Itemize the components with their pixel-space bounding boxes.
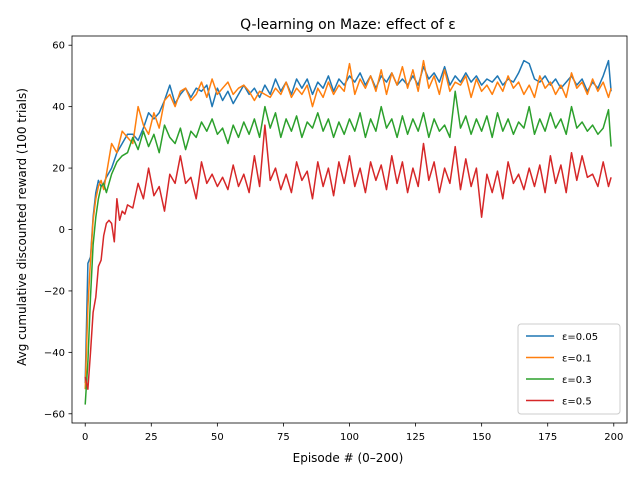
- legend-label-4: ε=0.5: [562, 397, 592, 408]
- x-tick-label: 150: [472, 432, 491, 443]
- x-tick-label: 0: [82, 432, 88, 443]
- legend-label-3: ε=0.3: [562, 375, 592, 386]
- x-tick-label: 200: [604, 432, 623, 443]
- series-line-4: [84, 124, 612, 390]
- x-tick-label: 25: [145, 432, 158, 443]
- x-tick-label: 75: [277, 432, 290, 443]
- y-tick-label: 0: [59, 225, 65, 236]
- x-tick-label: 125: [406, 432, 425, 443]
- series-line-2: [84, 59, 612, 390]
- y-tick-label: −60: [44, 409, 65, 420]
- legend-box: [517, 323, 621, 415]
- series-line-3: [84, 90, 612, 405]
- y-tick-label: −20: [44, 286, 65, 297]
- legend-label-1: ε=0.05: [562, 332, 598, 343]
- legend-label-2: ε=0.1: [562, 354, 592, 365]
- y-tick-label: 20: [52, 164, 65, 175]
- y-tick-label: 40: [52, 102, 65, 113]
- plot-area: [84, 59, 612, 405]
- y-tick-label: 60: [52, 41, 65, 52]
- x-tick-label: 50: [211, 432, 224, 443]
- x-tick-label: 175: [538, 432, 557, 443]
- legend: ε=0.05 ε=0.1 ε=0.3 ε=0.5: [517, 323, 621, 415]
- x-tick-label: 100: [340, 432, 359, 443]
- x-axis-label: Episode # (0–200): [293, 451, 404, 465]
- y-tick-label: −40: [44, 348, 65, 359]
- axes: 0 25 50 75 100 125 150 175 200 −60 −40 −20 0 20 40 60: [44, 35, 628, 443]
- chart-title: Q-learning on Maze: effect of ε: [240, 17, 456, 33]
- y-axis-label: Avg cumulative discounted reward (100 tr…: [15, 88, 29, 366]
